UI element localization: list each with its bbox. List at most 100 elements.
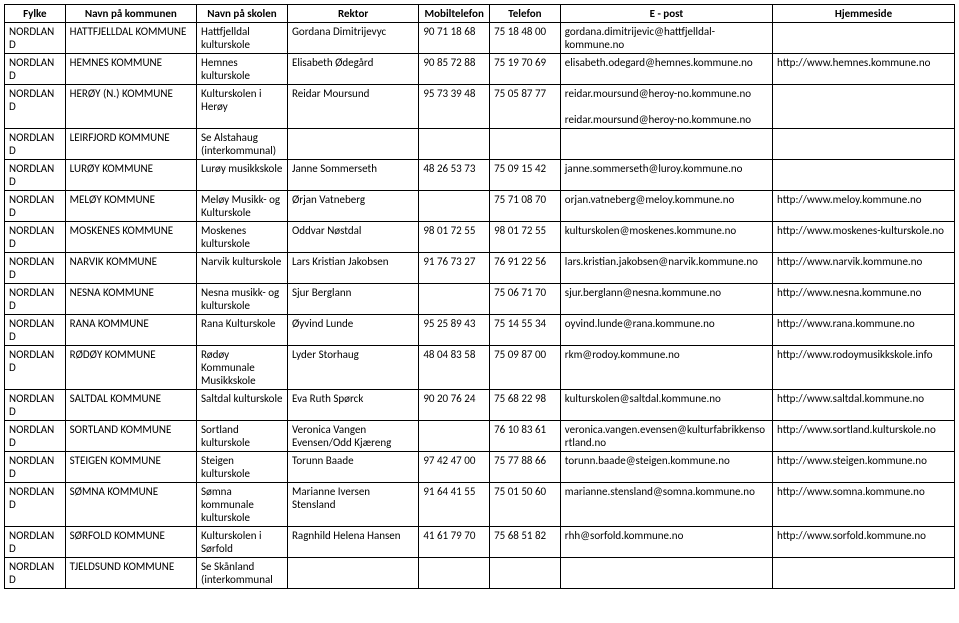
- col-header-hjemmeside: Hjemmeside: [773, 5, 955, 23]
- cell-rektor: Lars Kristian Jakobsen: [287, 253, 418, 284]
- cell-hjemmeside: http://www.nesna.kommune.no: [773, 284, 955, 315]
- cell-epost: lars.kristian.jakobsen@narvik.kommune.no: [560, 253, 772, 284]
- cell-epost: rhh@sorfold.kommune.no: [560, 527, 772, 558]
- cell-epost: orjan.vatneberg@meloy.kommune.no: [560, 191, 772, 222]
- cell-kommune: HATTFJELLDAL KOMMUNE: [65, 23, 196, 54]
- cell-telefon: 75 14 55 34: [490, 315, 561, 346]
- cell-epost: sjur.berglann@nesna.kommune.no: [560, 284, 772, 315]
- table-row: NORDLANDLEIRFJORD KOMMUNESe Alstahaug (i…: [5, 129, 955, 160]
- cell-skole: Rana Kulturskole: [197, 315, 288, 346]
- cell-skole: Se Alstahaug (interkommunal): [197, 129, 288, 160]
- table-row: NORDLANDMELØY KOMMUNEMeløy Musikk- og Ku…: [5, 191, 955, 222]
- cell-mobil: 91 76 73 27: [419, 253, 490, 284]
- cell-mobil: 98 01 72 55: [419, 222, 490, 253]
- cell-fylke: NORDLAND: [5, 390, 66, 421]
- cell-epost: rkm@rodoy.kommune.no: [560, 346, 772, 390]
- cell-kommune: LEIRFJORD KOMMUNE: [65, 129, 196, 160]
- cell-skole: Sømna kommunale kulturskole: [197, 483, 288, 527]
- table-header-row: Fylke Navn på kommunen Navn på skolen Re…: [5, 5, 955, 23]
- table-row: NORDLANDHEMNES KOMMUNEHemnes kulturskole…: [5, 54, 955, 85]
- cell-rektor: Elisabeth Ødegård: [287, 54, 418, 85]
- cell-fylke: NORDLAND: [5, 191, 66, 222]
- cell-fylke: NORDLAND: [5, 527, 66, 558]
- cell-rektor: [287, 558, 418, 589]
- cell-mobil: [419, 421, 490, 452]
- cell-kommune: RANA KOMMUNE: [65, 315, 196, 346]
- cell-kommune: SØMNA KOMMUNE: [65, 483, 196, 527]
- cell-mobil: 90 85 72 88: [419, 54, 490, 85]
- cell-hjemmeside: http://www.narvik.kommune.no: [773, 253, 955, 284]
- cell-kommune: MELØY KOMMUNE: [65, 191, 196, 222]
- cell-mobil: [419, 129, 490, 160]
- cell-epost: elisabeth.odegard@hemnes.kommune.no: [560, 54, 772, 85]
- col-header-skole: Navn på skolen: [197, 5, 288, 23]
- cell-skole: Meløy Musikk- og Kulturskole: [197, 191, 288, 222]
- cell-hjemmeside: http://www.rana.kommune.no: [773, 315, 955, 346]
- table-row: NORDLANDHERØY (N.) KOMMUNEKulturskolen i…: [5, 85, 955, 129]
- cell-fylke: NORDLAND: [5, 54, 66, 85]
- col-header-kommune: Navn på kommunen: [65, 5, 196, 23]
- cell-skole: Sortland kulturskole: [197, 421, 288, 452]
- cell-fylke: NORDLAND: [5, 315, 66, 346]
- col-header-fylke: Fylke: [5, 5, 66, 23]
- cell-epost: kulturskolen@saltdal.kommune.no: [560, 390, 772, 421]
- cell-hjemmeside: [773, 558, 955, 589]
- cell-rektor: [287, 129, 418, 160]
- cell-telefon: 75 68 22 98: [490, 390, 561, 421]
- cell-rektor: Sjur Berglann: [287, 284, 418, 315]
- table-row: NORDLANDSALTDAL KOMMUNESaltdal kultursko…: [5, 390, 955, 421]
- table-row: NORDLANDLURØY KOMMUNELurøy musikkskoleJa…: [5, 160, 955, 191]
- cell-skole: Narvik kulturskole: [197, 253, 288, 284]
- cell-mobil: 95 25 89 43: [419, 315, 490, 346]
- cell-hjemmeside: [773, 23, 955, 54]
- cell-telefon: 75 01 50 60: [490, 483, 561, 527]
- cell-rektor: Eva Ruth Spørck: [287, 390, 418, 421]
- cell-telefon: 75 71 08 70: [490, 191, 561, 222]
- table-row: NORDLANDSØRFOLD KOMMUNEKulturskolen i Sø…: [5, 527, 955, 558]
- cell-epost: veronica.vangen.evensen@kulturfabrikkens…: [560, 421, 772, 452]
- cell-fylke: NORDLAND: [5, 253, 66, 284]
- cell-skole: Rødøy Kommunale Musikkskole: [197, 346, 288, 390]
- cell-kommune: SØRFOLD KOMMUNE: [65, 527, 196, 558]
- cell-kommune: TJELDSUND KOMMUNE: [65, 558, 196, 589]
- cell-hjemmeside: http://www.steigen.kommune.no: [773, 452, 955, 483]
- cell-rektor: Marianne Iversen Stensland: [287, 483, 418, 527]
- cell-mobil: 97 42 47 00: [419, 452, 490, 483]
- table-row: NORDLANDHATTFJELLDAL KOMMUNEHattfjelldal…: [5, 23, 955, 54]
- cell-mobil: [419, 191, 490, 222]
- cell-fylke: NORDLAND: [5, 129, 66, 160]
- cell-telefon: 75 19 70 69: [490, 54, 561, 85]
- cell-telefon: 75 77 88 66: [490, 452, 561, 483]
- cell-epost: janne.sommerseth@luroy.kommune.no: [560, 160, 772, 191]
- cell-epost: kulturskolen@moskenes.kommune.no: [560, 222, 772, 253]
- col-header-rektor: Rektor: [287, 5, 418, 23]
- cell-skole: Hemnes kulturskole: [197, 54, 288, 85]
- cell-skole: Saltdal kulturskole: [197, 390, 288, 421]
- cell-fylke: NORDLAND: [5, 85, 66, 129]
- cell-epost: [560, 129, 772, 160]
- cell-kommune: NESNA KOMMUNE: [65, 284, 196, 315]
- table-row: NORDLANDSØMNA KOMMUNESømna kommunale kul…: [5, 483, 955, 527]
- cell-rektor: Gordana Dimitrijevyc: [287, 23, 418, 54]
- cell-fylke: NORDLAND: [5, 483, 66, 527]
- cell-epost: torunn.baade@steigen.kommune.no: [560, 452, 772, 483]
- table-row: NORDLANDSTEIGEN KOMMUNESteigen kultursko…: [5, 452, 955, 483]
- cell-mobil: 90 20 76 24: [419, 390, 490, 421]
- cell-rektor: Lyder Storhaug: [287, 346, 418, 390]
- cell-kommune: MOSKENES KOMMUNE: [65, 222, 196, 253]
- cell-rektor: Torunn Baade: [287, 452, 418, 483]
- cell-skole: Moskenes kulturskole: [197, 222, 288, 253]
- cell-rektor: Janne Sommerseth: [287, 160, 418, 191]
- cell-telefon: [490, 129, 561, 160]
- cell-telefon: 75 05 87 77: [490, 85, 561, 129]
- cell-mobil: 48 26 53 73: [419, 160, 490, 191]
- cell-epost: gordana.dimitrijevic@hattfjelldal-kommun…: [560, 23, 772, 54]
- table-row: NORDLANDRANA KOMMUNERana KulturskoleØyvi…: [5, 315, 955, 346]
- cell-rektor: Reidar Moursund: [287, 85, 418, 129]
- table-row: NORDLANDTJELDSUND KOMMUNESe Skånland (in…: [5, 558, 955, 589]
- cell-skole: Kulturskolen i Sørfold: [197, 527, 288, 558]
- cell-kommune: STEIGEN KOMMUNE: [65, 452, 196, 483]
- cell-telefon: 98 01 72 55: [490, 222, 561, 253]
- cell-mobil: 48 04 83 58: [419, 346, 490, 390]
- table-row: NORDLANDRØDØY KOMMUNERødøy Kommunale Mus…: [5, 346, 955, 390]
